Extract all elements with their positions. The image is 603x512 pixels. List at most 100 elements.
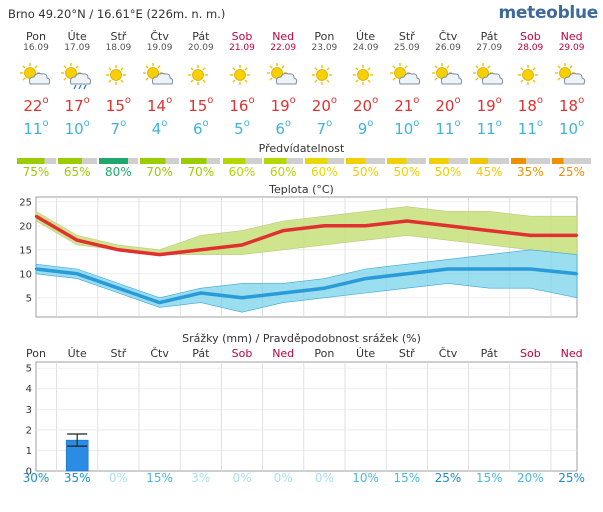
tmax-point xyxy=(575,234,579,237)
temp-min-value: 10 xyxy=(394,120,414,138)
day-header: Sob 28.09 xyxy=(510,30,551,54)
day-date: 21.09 xyxy=(229,43,255,53)
predictability-bar xyxy=(98,158,138,164)
temp-min: 11o xyxy=(510,118,551,138)
tmin-point xyxy=(364,277,367,280)
y-tick-label: 10 xyxy=(19,269,32,280)
day-header: Pon 23.09 xyxy=(304,31,345,54)
day-date: 18.09 xyxy=(105,43,132,53)
degree-symbol: o xyxy=(166,95,173,106)
tmin-point xyxy=(240,296,244,299)
predictability-bar xyxy=(469,158,509,164)
temp-max-value: 18 xyxy=(558,97,579,115)
precip-day-name: Úte xyxy=(67,347,87,360)
precip-probability: 0% xyxy=(108,471,128,485)
degree-symbol: o xyxy=(367,118,374,129)
temp-max: 20o xyxy=(345,95,386,115)
tmax-point xyxy=(282,229,285,232)
day-name: Sob xyxy=(520,30,541,43)
temp-min-value: 11 xyxy=(517,120,537,138)
degree-symbol: o xyxy=(161,118,168,129)
tmin-point xyxy=(199,291,202,295)
day-header: Úte 24.09 xyxy=(345,31,386,54)
precip-day-name: Ned xyxy=(272,347,295,360)
degree-symbol: o xyxy=(495,95,502,106)
tmin-range-band xyxy=(35,249,578,313)
degree-symbol: o xyxy=(326,118,333,129)
temp-max: 22o xyxy=(16,95,57,115)
tmax-point xyxy=(76,239,79,242)
tmax-point xyxy=(364,224,367,227)
degree-symbol: o xyxy=(42,95,49,106)
temp-max: 15o xyxy=(98,95,139,115)
temp-min-value: 10 xyxy=(64,120,84,138)
degree-symbol: o xyxy=(243,118,250,129)
day-date: 27.09 xyxy=(476,43,503,53)
degree-symbol: o xyxy=(120,118,127,129)
temp-max: 20o xyxy=(428,95,469,115)
predictability-percent: 25% xyxy=(558,165,585,179)
temp-max: 15o xyxy=(180,95,221,115)
location-label: Brno 49.20°N / 16.61°E (226m. n. m.) xyxy=(8,7,226,21)
day-header: Pon 16.09 xyxy=(16,31,57,54)
predictability-bar xyxy=(510,158,550,164)
temperature-chart: 5 10 15 20 25 xyxy=(19,196,579,318)
degree-symbol: o xyxy=(413,95,420,106)
temp-max: 16o xyxy=(222,95,263,115)
day-header: Stř 25.09 xyxy=(386,31,427,54)
predictability-percent: 50% xyxy=(434,165,462,179)
degree-symbol: o xyxy=(202,118,209,129)
degree-symbol: o xyxy=(372,95,379,106)
precip-day-name: Úte xyxy=(356,347,376,360)
degree-symbol: o xyxy=(83,95,90,106)
day-header: Sob 21.09 xyxy=(222,31,263,54)
temp-min-value: 5 xyxy=(234,120,244,138)
y-tick-label: 4 xyxy=(26,384,32,395)
day-date: 29.09 xyxy=(558,43,585,53)
temp-min: 6o xyxy=(180,118,221,138)
y-tick-label: 0 xyxy=(26,467,32,476)
precip-day-name: Stř xyxy=(110,347,127,360)
sun-cloud-icon xyxy=(139,62,180,88)
predictability-bar xyxy=(181,158,221,164)
day-date: 28.09 xyxy=(517,43,544,53)
temp-max: 19o xyxy=(469,95,510,115)
degree-symbol: o xyxy=(413,118,420,129)
predictability-percent: 80% xyxy=(105,165,132,179)
temp-min: 6o xyxy=(263,118,304,138)
precipitation-chart: 0 1 2 3 4 5 xyxy=(26,361,578,476)
tmin-point xyxy=(158,301,161,304)
sun-cloud-icon xyxy=(469,62,510,88)
predictability-percent: 65% xyxy=(63,165,91,179)
tmax-point xyxy=(34,215,38,218)
precip-day-name: Sob xyxy=(520,347,541,360)
precip-probability: 0% xyxy=(314,471,334,485)
day-name: Ned xyxy=(272,30,295,43)
predictability-percent: 50% xyxy=(352,165,379,179)
tmin-point xyxy=(446,267,450,271)
temp-max-value: 18 xyxy=(517,97,537,115)
predictability-percent: 75% xyxy=(22,165,50,179)
y-tick-label: 3 xyxy=(26,405,32,416)
temp-max: 20o xyxy=(304,95,345,115)
tmin-point xyxy=(529,267,532,271)
day-date: 16.09 xyxy=(23,43,49,53)
day-date: 24.09 xyxy=(352,43,379,53)
temp-max-value: 22 xyxy=(23,97,43,115)
y-tick-label: 1 xyxy=(26,446,32,457)
sun-icon xyxy=(304,62,345,88)
meteoblue-logo[interactable]: meteoblue xyxy=(498,3,598,23)
degree-symbol: o xyxy=(536,95,543,106)
degree-symbol: o xyxy=(330,95,337,106)
temp-min-value: 4 xyxy=(151,120,162,138)
degree-symbol: o xyxy=(42,118,49,129)
temp-max-value: 19 xyxy=(270,97,290,115)
predictability-bar xyxy=(16,158,56,164)
temp-min: 10o xyxy=(386,118,427,138)
precip-probability: 35% xyxy=(63,471,91,485)
day-date: 26.09 xyxy=(435,43,461,53)
sun-cloud-icon xyxy=(16,62,57,88)
day-name: Stř xyxy=(110,30,127,43)
predictability-bar xyxy=(57,158,97,164)
temp-max-value: 21 xyxy=(394,97,414,115)
